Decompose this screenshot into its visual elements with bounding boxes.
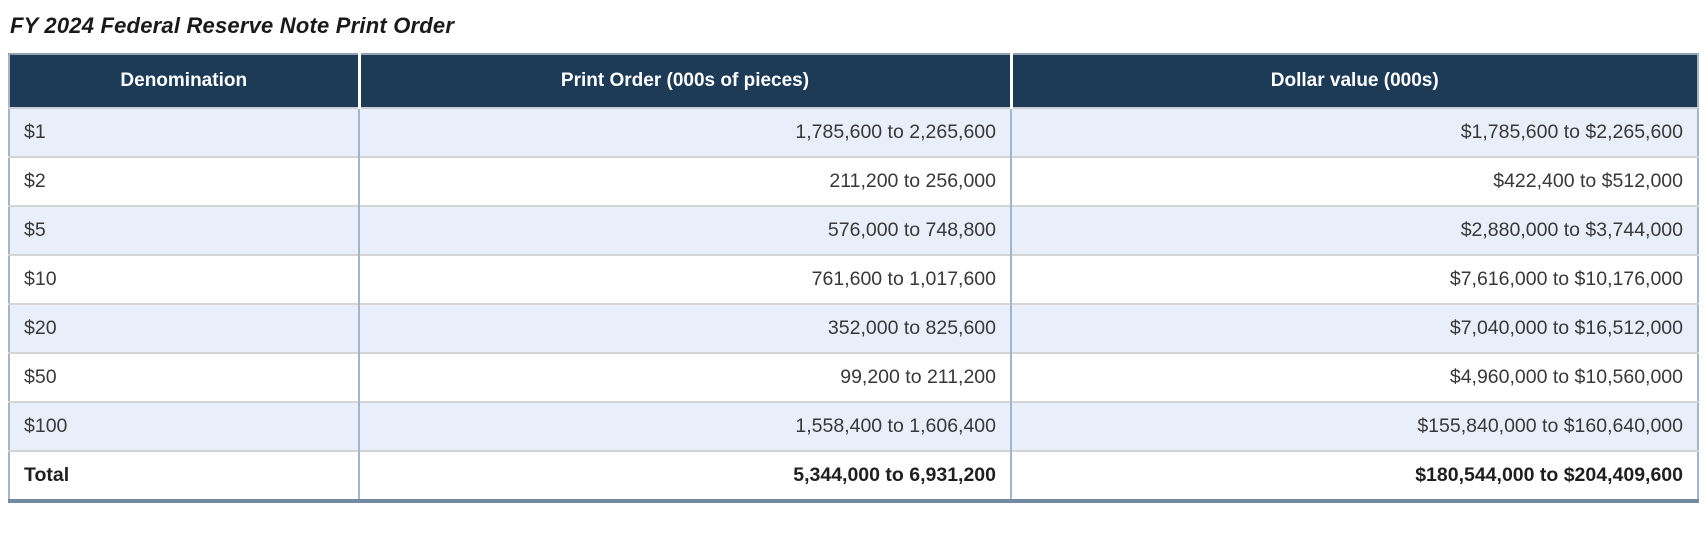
- cell-total-label: Total: [9, 450, 360, 501]
- column-header-print-order: Print Order (000s of pieces): [359, 54, 1013, 109]
- table-row: $20 352,000 to 825,600 $7,040,000 to $16…: [9, 303, 1698, 353]
- page: FY 2024 Federal Reserve Note Print Order…: [8, 13, 1699, 503]
- cell-print-order: 99,200 to 211,200: [359, 352, 1012, 402]
- cell-total-print-order: 5,344,000 to 6,931,200: [359, 450, 1012, 501]
- cell-print-order: 211,200 to 256,000: [359, 156, 1012, 206]
- column-header-dollar-value: Dollar value (000s): [1011, 54, 1698, 109]
- cell-denomination: $100: [9, 401, 360, 451]
- cell-print-order: 352,000 to 825,600: [359, 303, 1012, 353]
- table-total-row: Total 5,344,000 to 6,931,200 $180,544,00…: [9, 450, 1698, 501]
- cell-denomination: $2: [9, 156, 360, 206]
- column-header-denomination: Denomination: [9, 54, 361, 109]
- cell-dollar-value: $4,960,000 to $10,560,000: [1011, 352, 1698, 402]
- table-row: $1 1,785,600 to 2,265,600 $1,785,600 to …: [9, 108, 1698, 157]
- cell-print-order: 1,558,400 to 1,606,400: [359, 401, 1012, 451]
- cell-dollar-value: $155,840,000 to $160,640,000: [1011, 401, 1698, 451]
- table-row: $10 761,600 to 1,017,600 $7,616,000 to $…: [9, 254, 1698, 304]
- table-header-row: Denomination Print Order (000s of pieces…: [9, 54, 1698, 109]
- cell-dollar-value: $1,785,600 to $2,265,600: [1460, 121, 1683, 143]
- cell-dollar-value: $7,040,000 to $16,512,000: [1011, 303, 1698, 353]
- cell-print-order: 576,000 to 748,800: [359, 205, 1012, 255]
- cell-print-order: 1,785,600 to 2,265,600: [359, 108, 1012, 157]
- cell-denomination: $1: [9, 108, 360, 157]
- cell-dollar-value: $2,880,000 to $3,744,000: [1011, 205, 1698, 255]
- table-row: $2 211,200 to 256,000 $422,400 to $512,0…: [9, 156, 1698, 206]
- cell-print-order: 761,600 to 1,017,600: [359, 254, 1012, 304]
- table-row: $100 1,558,400 to 1,606,400 $155,840,000…: [9, 401, 1698, 451]
- page-title: FY 2024 Federal Reserve Note Print Order: [10, 13, 455, 38]
- cell-total-dollar-value: $180,544,000 to $204,409,600: [1011, 450, 1698, 501]
- cell-dollar-value: $422,400 to $512,000: [1011, 156, 1698, 206]
- cell-denomination: $50: [9, 352, 360, 402]
- cell-dollar-value: $7,616,000 to $10,176,000: [1011, 254, 1698, 304]
- table-row: $5 576,000 to 748,800 $2,880,000 to $3,7…: [9, 205, 1698, 255]
- cell-denomination: $20: [9, 303, 360, 353]
- print-order-table: Denomination Print Order (000s of pieces…: [8, 53, 1699, 503]
- cell-denomination: $10: [9, 254, 360, 304]
- cell-denomination: $5: [9, 205, 360, 255]
- table-row: $50 99,200 to 211,200 $4,960,000 to $10,…: [9, 352, 1698, 402]
